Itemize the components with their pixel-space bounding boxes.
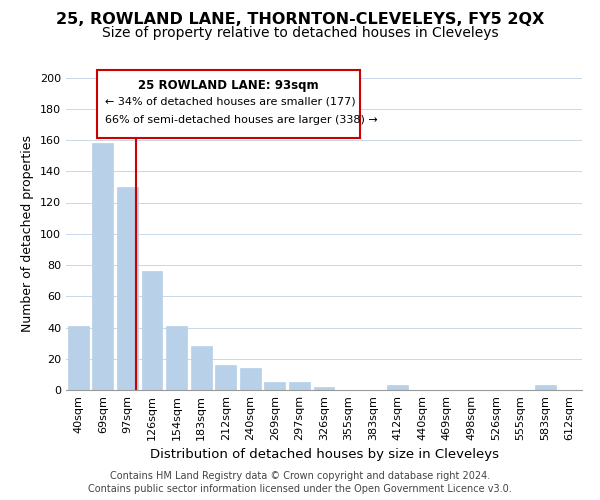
Text: ← 34% of detached houses are smaller (177): ← 34% of detached houses are smaller (17… [104,96,355,106]
Bar [191,346,212,390]
Text: Size of property relative to detached houses in Cleveleys: Size of property relative to detached ho… [101,26,499,40]
X-axis label: Distribution of detached houses by size in Cleveleys: Distribution of detached houses by size … [149,448,499,462]
Text: 66% of semi-detached houses are larger (338) →: 66% of semi-detached houses are larger (… [104,115,377,125]
Bar [68,326,89,390]
Bar [535,386,556,390]
Text: 25 ROWLAND LANE: 93sqm: 25 ROWLAND LANE: 93sqm [138,79,319,92]
Bar [314,387,334,390]
FancyBboxPatch shape [97,70,360,138]
Text: Contains public sector information licensed under the Open Government Licence v3: Contains public sector information licen… [88,484,512,494]
Bar [215,365,236,390]
Bar [265,382,286,390]
Bar [166,326,187,390]
Bar [289,382,310,390]
Bar [117,187,138,390]
Bar [142,271,163,390]
Y-axis label: Number of detached properties: Number of detached properties [22,135,34,332]
Bar [92,143,113,390]
Bar [387,386,408,390]
Text: 25, ROWLAND LANE, THORNTON-CLEVELEYS, FY5 2QX: 25, ROWLAND LANE, THORNTON-CLEVELEYS, FY… [56,12,544,28]
Text: Contains HM Land Registry data © Crown copyright and database right 2024.: Contains HM Land Registry data © Crown c… [110,471,490,481]
Bar [240,368,261,390]
